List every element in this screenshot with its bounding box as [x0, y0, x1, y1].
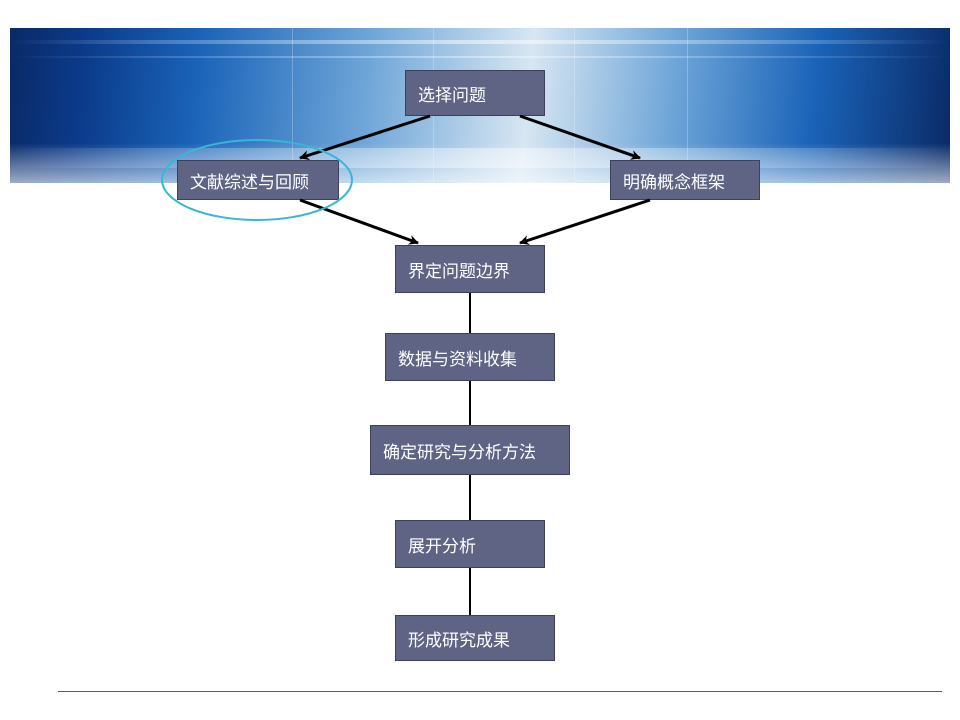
node-label: 形成研究成果 — [408, 626, 510, 651]
node-label: 确定研究与分析方法 — [383, 438, 536, 463]
node-form-result: 形成研究成果 — [395, 615, 555, 661]
node-analyze: 展开分析 — [395, 520, 545, 568]
node-label: 明确概念框架 — [623, 168, 725, 193]
node-select-problem: 选择问题 — [405, 70, 545, 116]
footer-rule — [58, 691, 942, 692]
slide-stage: 选择问题 文献综述与回顾 明确概念框架 界定问题边界 数据与资料收集 确定研究与… — [0, 0, 960, 720]
node-collect-data: 数据与资料收集 — [385, 333, 555, 381]
node-label: 展开分析 — [408, 532, 476, 557]
node-literature-review: 文献综述与回顾 — [177, 160, 339, 200]
node-define-boundary: 界定问题边界 — [395, 245, 545, 293]
node-label: 选择问题 — [418, 81, 486, 106]
node-concept-framework: 明确概念框架 — [610, 160, 760, 200]
node-determine-method: 确定研究与分析方法 — [370, 425, 570, 475]
node-label: 数据与资料收集 — [398, 345, 517, 370]
node-label: 文献综述与回顾 — [190, 168, 309, 193]
node-label: 界定问题边界 — [408, 257, 510, 282]
